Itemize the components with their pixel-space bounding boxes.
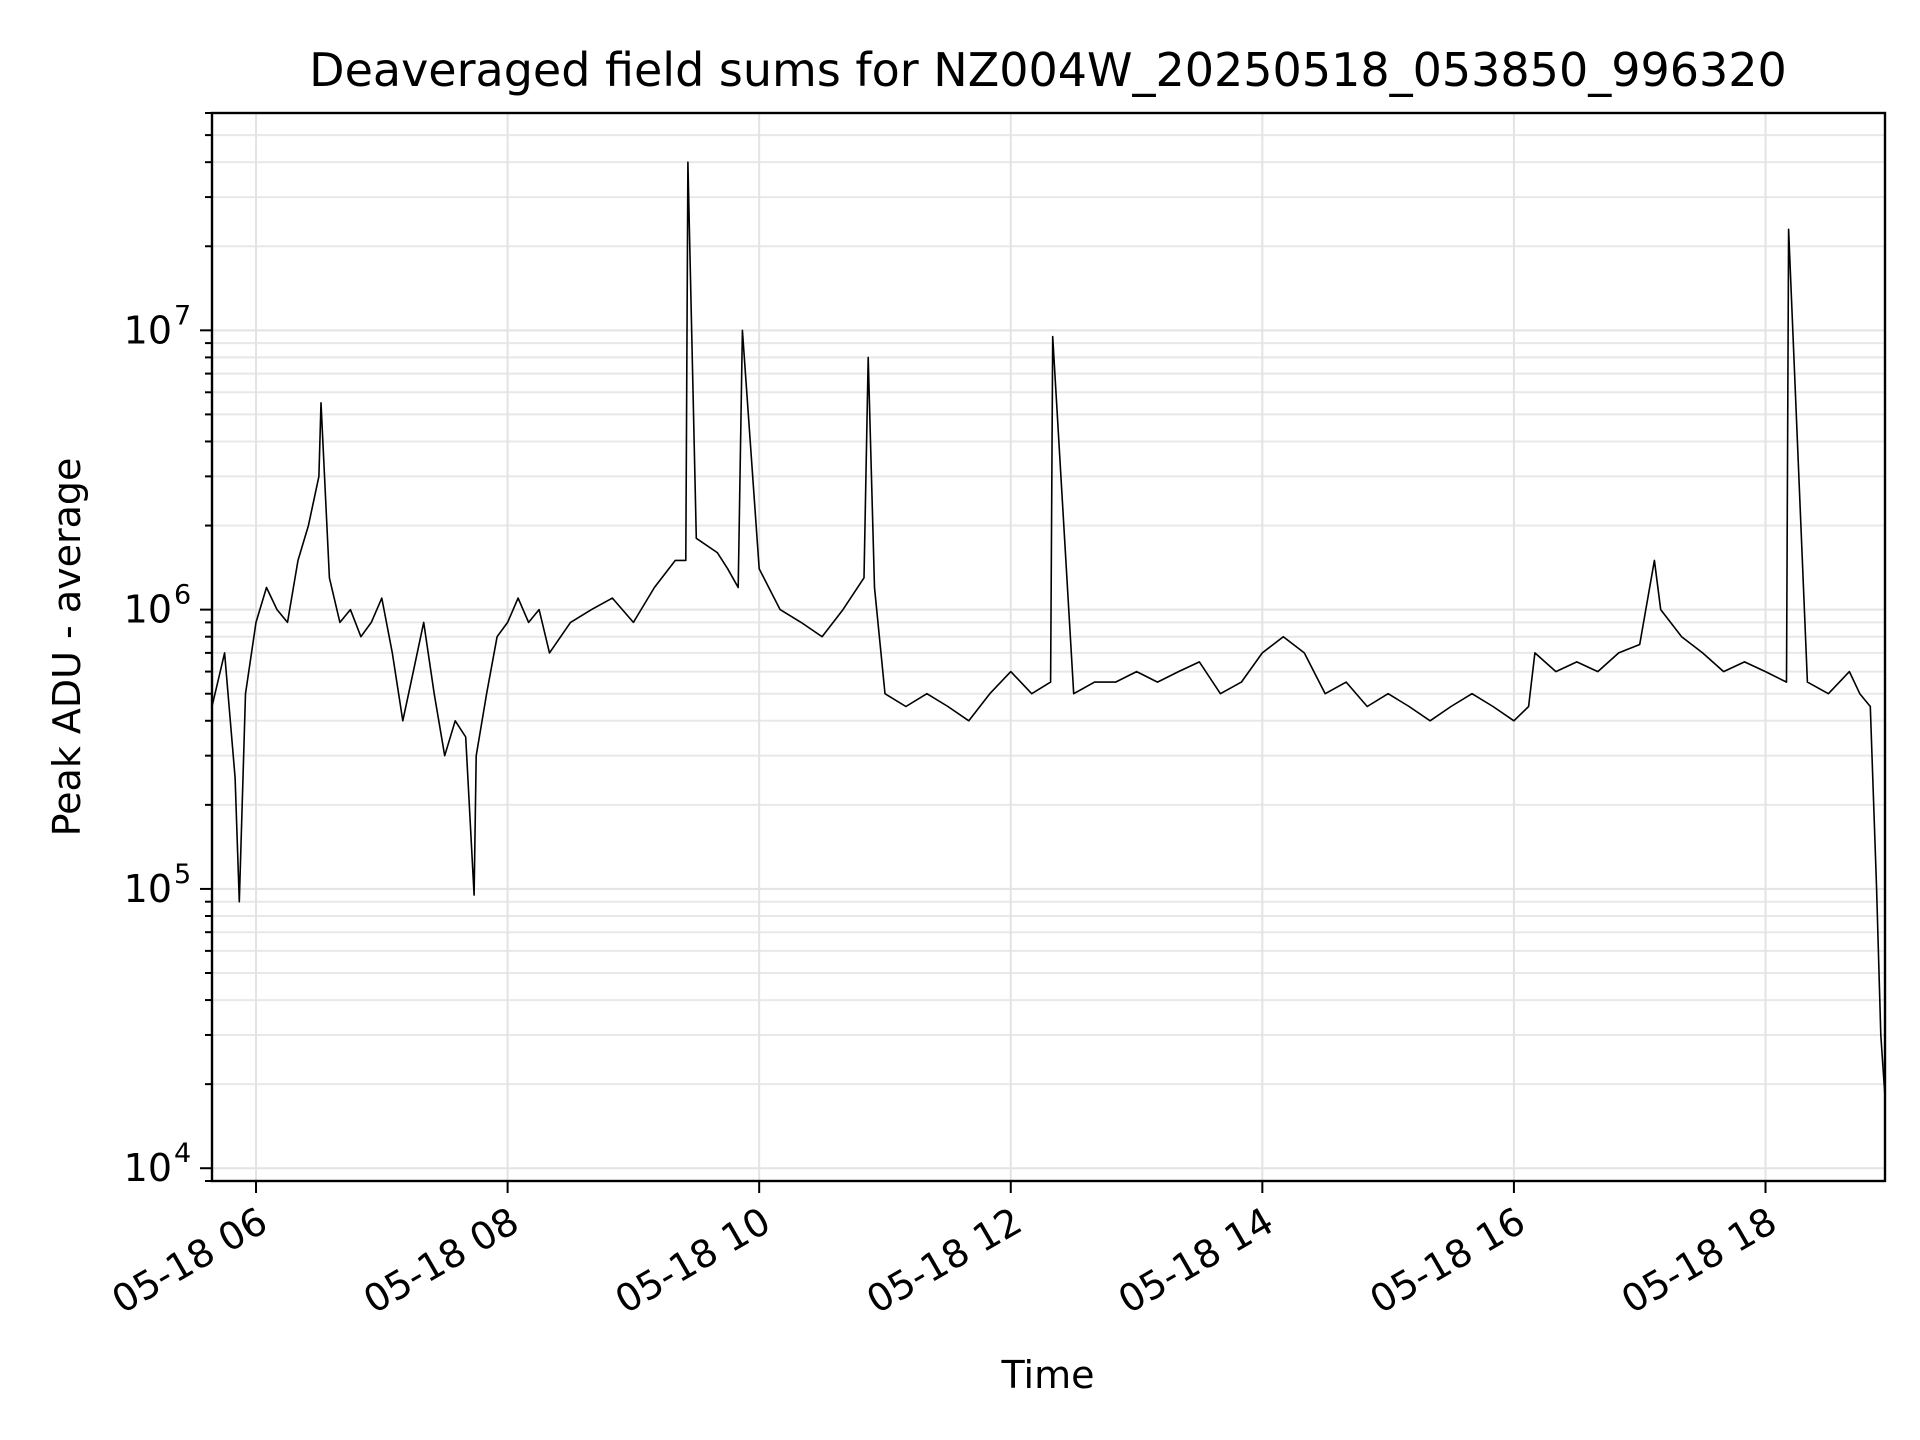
axis-ticks (200, 112, 1767, 1193)
series-layer (211, 161, 1886, 1097)
x-axis-label: Time (1001, 1353, 1095, 1397)
y-tick-label: 10 (124, 588, 172, 632)
series-line-1 (211, 161, 1886, 1097)
y-axis-label: Peak ADU - average (45, 458, 89, 837)
y-tick-label-exponent: 4 (174, 1138, 191, 1169)
y-tick-label: 10 (124, 867, 172, 911)
chart-title: Deaveraged field sums for NZ004W_2025051… (309, 43, 1787, 97)
y-tick-label: 10 (124, 308, 172, 352)
y-tick-label-exponent: 5 (174, 859, 191, 890)
grid (212, 112, 1885, 1182)
y-tick-label: 10 (124, 1146, 172, 1190)
y-tick-label-exponent: 7 (174, 300, 191, 331)
y-tick-label-exponent: 6 (174, 580, 191, 611)
plot-frame (210, 111, 1887, 1183)
